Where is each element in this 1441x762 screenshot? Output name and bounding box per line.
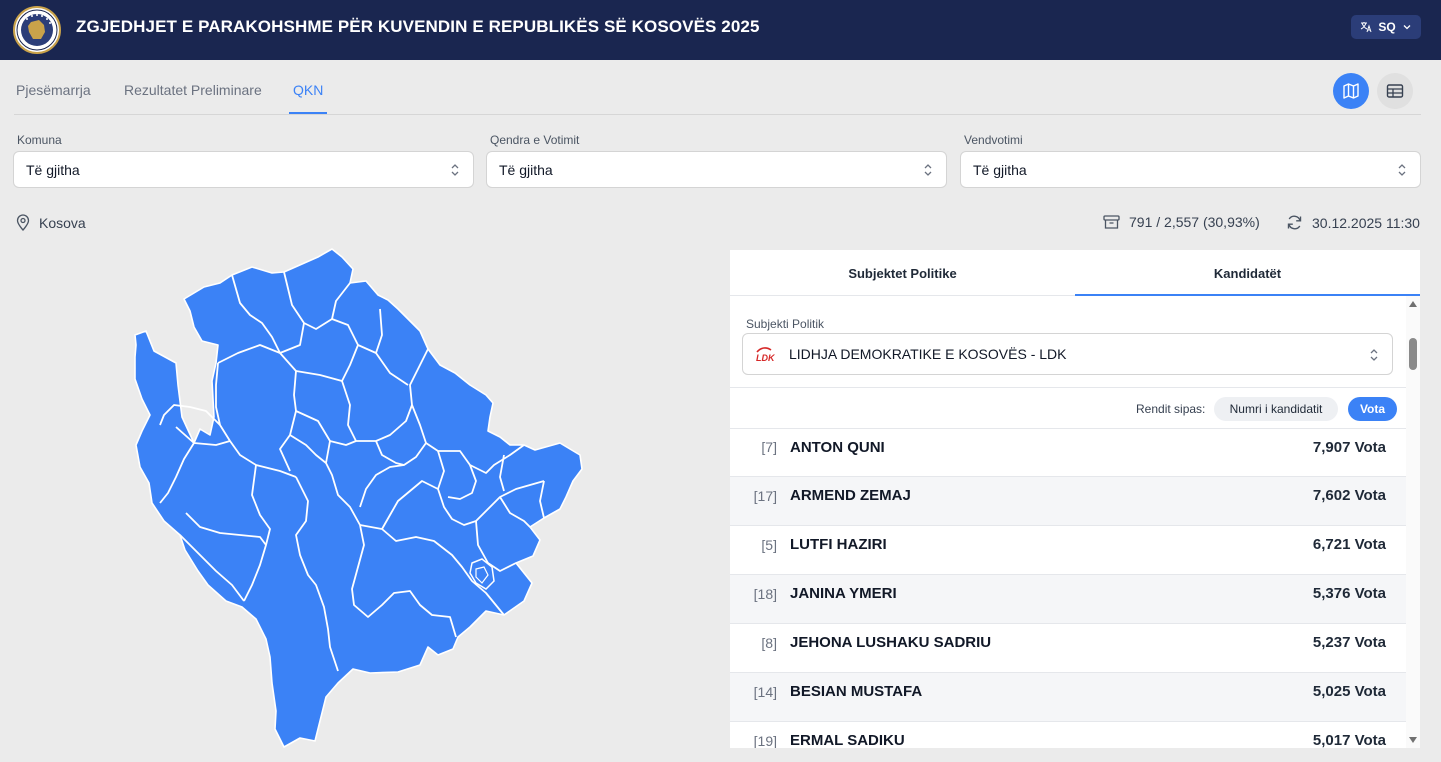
scroll-thumb[interactable] [1409,338,1417,370]
candidate-number: [5] [761,537,777,553]
candidate-row[interactable]: [5] LUTFI HAZIRI 6,721 Vota [730,526,1406,575]
candidate-number: [8] [761,635,777,651]
chevron-down-icon [1403,25,1411,30]
active-panel-tab-indicator [1075,294,1420,296]
vendvotimi-label: Vendvotimi [964,133,1023,147]
tab-preliminary-results[interactable]: Rezultatet Preliminare [124,82,262,98]
sort-by-votes-button[interactable]: Vota [1348,397,1397,421]
refresh-icon [1287,215,1302,230]
candidate-name: ARMEND ZEMAJ [790,487,911,504]
active-tab-indicator [289,112,327,114]
location-pin-icon [16,214,30,231]
candidate-votes: 5,376 Vota [1312,585,1386,602]
subject-value: LIDHJA DEMOKRATIKE E KOSOVËS - LDK [789,346,1067,362]
sort-divider [730,387,1406,388]
map-view-button[interactable] [1333,73,1369,109]
table-view-button[interactable] [1377,73,1413,109]
processed-count: 791 / 2,557 (30,93%) [1103,214,1260,230]
candidate-votes: 6,721 Vota [1312,536,1386,553]
enclave-detail-inner [475,566,489,584]
candidate-row[interactable]: [14] BESIAN MUSTAFA 5,025 Vota [730,673,1406,722]
sort-label: Rendit sipas: [1136,402,1206,416]
chevron-updown-icon [924,164,932,176]
sort-controls: Rendit sipas: Numri i kandidatit Vota [730,396,1406,422]
vendvotimi-value: Të gjitha [973,161,1027,178]
enclave-detail [469,558,495,590]
app-title: ZGJEDHJET E PARAKOHSHME PËR KUVENDIN E R… [76,17,760,36]
candidate-votes: 5,017 Vota [1312,732,1386,748]
qendra-select[interactable]: Të gjitha [486,151,947,188]
chevron-updown-icon [1370,349,1378,361]
sort-by-number-button[interactable]: Numri i kandidatit [1214,397,1338,421]
scroll-down-arrow-icon[interactable] [1409,737,1417,743]
candidate-row[interactable]: [7] ANTON QUNI 7,907 Vota [730,428,1406,477]
subject-select[interactable]: LDK LIDHJA DEMOKRATIKE E KOSOVËS - LDK [742,333,1393,375]
candidate-name: JANINA YMERI [790,585,897,602]
qendra-label: Qendra e Votimit [490,133,580,147]
komuna-value: Të gjitha [26,161,80,178]
tabs-divider [14,114,1421,115]
qendra-value: Të gjitha [499,161,553,178]
candidate-votes: 7,907 Vota [1312,439,1386,456]
list-divider [730,428,1406,429]
candidate-name: ERMAL SADIKU [790,732,905,748]
map-icon [1343,83,1359,99]
chevron-updown-icon [451,164,459,176]
candidate-votes: 5,025 Vota [1312,683,1386,700]
kosovo-region-fill[interactable] [134,248,583,748]
main-tabs: Pjesëmarrja Rezultatet Preliminare QKN [0,60,1441,115]
candidate-name: LUTFI HAZIRI [790,536,887,553]
candidate-name: BESIAN MUSTAFA [790,683,923,700]
candidate-row[interactable]: [19] ERMAL SADIKU 5,017 Vota [730,722,1406,748]
komuna-select[interactable]: Të gjitha [13,151,474,188]
language-selector[interactable]: SQ [1351,15,1421,39]
top-bar: ZGJEDHJET E PARAKOHSHME PËR KUVENDIN E R… [0,0,1441,60]
translate-icon [1361,22,1372,33]
candidate-number: [17] [753,488,777,504]
location-breadcrumb: Kosova [16,214,86,231]
candidate-votes: 5,237 Vota [1312,634,1386,651]
updated-text: 30.12.2025 11:30 [1312,214,1420,231]
svg-text:LDK: LDK [756,353,776,362]
tab-qkn[interactable]: QKN [293,82,324,98]
candidate-name: ANTON QUNI [790,439,885,456]
scroll-up-arrow-icon[interactable] [1409,301,1417,307]
last-updated: 30.12.2025 11:30 [1286,214,1420,231]
tab-political-subjects[interactable]: Subjektet Politike [848,265,957,281]
kosovo-map[interactable] [120,245,600,755]
location-label: Kosova [39,214,86,231]
candidate-number: [19] [753,733,777,748]
candidate-row[interactable]: [17] ARMEND ZEMAJ 7,602 Vota [730,477,1406,526]
candidate-number: [14] [753,684,777,700]
subject-label: Subjekti Politik [746,317,825,331]
candidate-list: [7] ANTON QUNI 7,907 Vota [17] ARMEND ZE… [730,428,1406,748]
tab-participation[interactable]: Pjesëmarrja [16,82,91,98]
table-icon [1386,84,1404,98]
ldk-logo: LDK [755,346,781,363]
results-panel: Subjektet Politike Kandidatët Subjekti P… [730,250,1420,748]
candidate-name: JEHONA LUSHAKU SADRIU [790,634,992,651]
panel-scrollbar[interactable] [1406,296,1420,748]
language-label: SQ [1378,20,1396,34]
candidate-number: [18] [753,586,777,602]
candidate-row[interactable]: [8] JEHONA LUSHAKU SADRIU 5,237 Vota [730,624,1406,673]
tab-candidates[interactable]: Kandidatët [1213,265,1282,281]
ballot-box-icon [1103,215,1120,229]
candidate-number: [7] [761,439,777,455]
candidate-votes: 7,602 Vota [1312,487,1386,504]
chevron-updown-icon [1398,164,1406,176]
cec-logo [13,6,61,54]
municipality-borders [159,271,545,672]
vendvotimi-select[interactable]: Të gjitha [960,151,1421,188]
candidate-row[interactable]: [18] JANINA YMERI 5,376 Vota [730,575,1406,624]
komuna-label: Komuna [17,133,62,147]
count-text: 791 / 2,557 (30,93%) [1129,214,1260,230]
